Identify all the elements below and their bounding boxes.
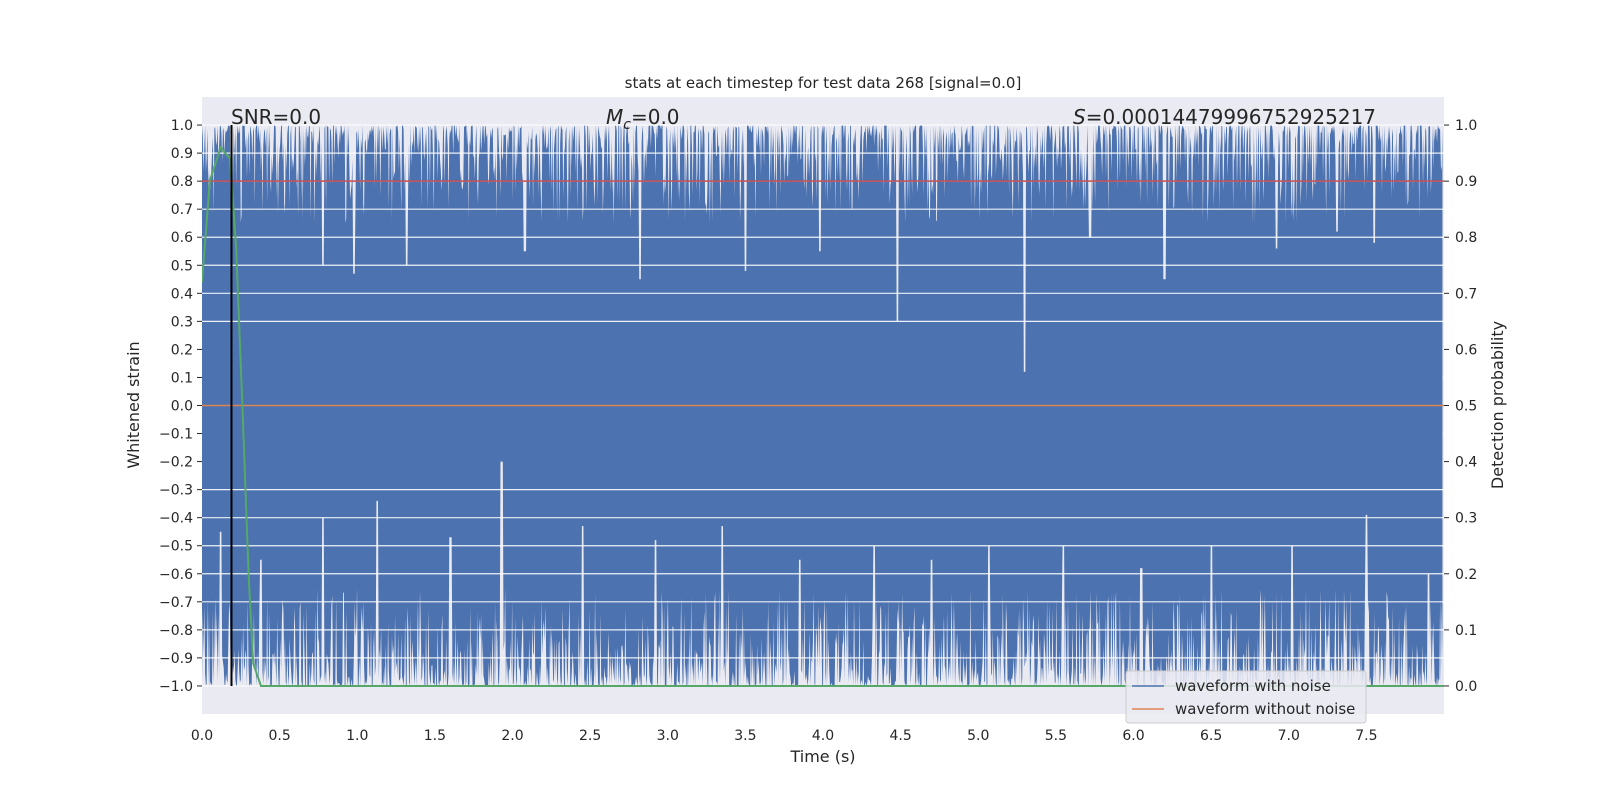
- left-y-tick-label: 0.0: [171, 399, 193, 415]
- left-y-tick-label: −0.7: [159, 595, 193, 611]
- x-tick-label: 1.5: [424, 728, 446, 744]
- left-y-tick-label: 0.1: [171, 370, 193, 386]
- x-tick-label: 2.5: [579, 728, 601, 744]
- right-y-tick-label: 0.8: [1455, 230, 1477, 246]
- right-y-tick-label: 0.5: [1455, 399, 1477, 415]
- right-y-tick-labels: 1.0 0.9 0.8 0.7 0.6 0.5 0.4 0.3 0.2 0.1 0.0: [1444, 118, 1477, 695]
- y-axis-label-left: Whitened strain: [124, 341, 143, 468]
- x-tick-label: 4.0: [812, 728, 834, 744]
- legend-box: [1125, 670, 1367, 724]
- x-tick-label: 3.5: [734, 728, 756, 744]
- right-y-tick-label: 0.3: [1455, 511, 1477, 527]
- left-y-tick-labels: 1.0 0.9 0.8 0.7 0.6 0.5 0.4 0.3 0.2 0.1 0.0 −0.1 −0.…: [159, 118, 202, 695]
- x-tick-label: 6.0: [1122, 728, 1144, 744]
- right-y-tick-label: 0.7: [1455, 286, 1477, 302]
- left-y-tick-label: 0.8: [171, 174, 193, 190]
- left-y-tick-label: −1.0: [159, 679, 193, 695]
- left-y-tick-label: 0.2: [171, 342, 193, 358]
- right-y-tick-label: 0.9: [1455, 174, 1477, 190]
- left-y-tick-label: −0.2: [159, 455, 193, 471]
- right-y-tick-label: 0.0: [1455, 679, 1477, 695]
- left-y-tick-label: 0.3: [171, 314, 193, 330]
- snr-annotation: SNR=0.0: [231, 105, 321, 129]
- right-y-tick-label: 0.1: [1455, 623, 1477, 639]
- chirp-mass-annotation: Mc=0.0: [606, 105, 680, 133]
- x-tick-labels: 0.0 0.5 1.0 1.5 2.0 2.5 3.0 3.5 4.0 4.5 5.0 5.5 6.0 6…: [191, 728, 1378, 744]
- x-tick-label: 4.5: [889, 728, 911, 744]
- x-tick-label: 0.5: [268, 728, 290, 744]
- x-tick-label: 0.0: [191, 728, 213, 744]
- right-y-tick-label: 0.2: [1455, 567, 1477, 583]
- x-tick-label: 7.5: [1355, 728, 1377, 744]
- x-tick-label: 5.0: [967, 728, 989, 744]
- left-y-tick-label: 0.7: [171, 202, 193, 218]
- x-tick-label: 1.0: [346, 728, 368, 744]
- s-annotation: S=0.00014479996752925217: [1073, 105, 1376, 129]
- left-y-tick-label: −0.5: [159, 539, 193, 555]
- left-y-tick-label: 0.5: [171, 258, 193, 274]
- left-y-tick-label: −0.1: [159, 427, 193, 443]
- x-tick-label: 2.0: [501, 728, 523, 744]
- legend-label-clean: waveform without noise: [1175, 700, 1355, 718]
- right-y-tick-label: 0.6: [1455, 342, 1477, 358]
- left-y-tick-label: −0.4: [159, 511, 193, 527]
- legend-label-noise: waveform with noise: [1175, 677, 1331, 695]
- left-y-tick-label: −0.9: [159, 651, 193, 667]
- right-y-tick-label: 1.0: [1455, 118, 1477, 134]
- x-tick-label: 6.5: [1200, 728, 1222, 744]
- detection-probability-line: [202, 145, 1444, 687]
- x-tick-label: 3.0: [657, 728, 679, 744]
- left-y-tick-label: −0.6: [159, 567, 193, 583]
- right-y-tick-label: 0.4: [1455, 455, 1477, 471]
- overlay-lines: [202, 125, 1444, 687]
- legend: waveform with noise waveform without noi…: [1125, 670, 1367, 724]
- left-y-tick-label: −0.3: [159, 483, 193, 499]
- left-y-tick-label: −0.8: [159, 623, 193, 639]
- x-tick-label: 5.5: [1045, 728, 1067, 744]
- y-axis-label-right: Detection probability: [1488, 321, 1507, 489]
- noise-lower-edge: [202, 461, 1443, 714]
- chart-title: stats at each timestep for test data 268…: [625, 74, 1022, 92]
- left-y-tick-label: 0.6: [171, 230, 193, 246]
- x-axis-label: Time (s): [789, 747, 855, 766]
- x-tick-label: 7.0: [1278, 728, 1300, 744]
- left-y-tick-label: 0.4: [171, 286, 193, 302]
- left-y-tick-label: 1.0: [171, 118, 193, 134]
- left-y-tick-label: 0.9: [171, 146, 193, 162]
